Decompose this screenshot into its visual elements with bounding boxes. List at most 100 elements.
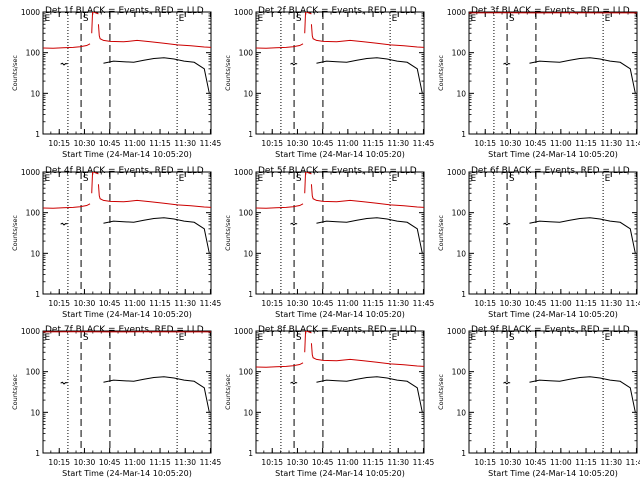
events-trace [103, 217, 210, 254]
panel-title: Det 4f BLACK = Events, RED = LLD [45, 166, 204, 176]
x-tick-label: 11:00 [337, 299, 359, 308]
x-tick-label: 11:15 [149, 458, 171, 467]
lld-trace [43, 203, 91, 209]
panel-title: Det 2f BLACK = Events, RED = LLD [258, 6, 417, 16]
x-tick-label: 11:45 [413, 299, 435, 308]
y-axis-label: Counts/sec [224, 55, 232, 91]
x-tick-label: 10:45 [525, 299, 547, 308]
marker-label: S [509, 333, 515, 343]
y-tick-label: 10 [456, 249, 466, 258]
y-tick-label: 1 [248, 290, 253, 299]
lld-trace [43, 43, 91, 49]
events-trace [503, 381, 511, 385]
marker-label: E [258, 174, 264, 184]
x-tick-label: 10:45 [99, 299, 121, 308]
x-tick-label: 10:45 [99, 458, 121, 467]
panel-title: Det 1f BLACK = Events, RED = LLD [45, 6, 204, 16]
x-tick-label: 10:45 [312, 299, 334, 308]
x-tick-label: 10:30 [500, 139, 522, 148]
traces [256, 172, 424, 254]
y-tick-label: 1000 [21, 168, 40, 177]
lld-trace [304, 331, 312, 353]
x-tick-label: 10:30 [500, 458, 522, 467]
y-axis-label: Counts/sec [224, 215, 232, 251]
events-trace [60, 381, 68, 385]
x-tick-label: 11:30 [387, 458, 409, 467]
x-tick-label: 11:45 [200, 458, 222, 467]
x-tick-label: 11:30 [387, 139, 409, 148]
y-tick-label: 10 [30, 249, 40, 258]
x-tick-label: 11:15 [362, 139, 384, 148]
marker-label: E [471, 14, 477, 24]
y-tick-label: 1 [248, 130, 253, 139]
x-tick-label: 11:15 [575, 139, 597, 148]
panel-1: Det 1f BLACK = Events, RED = LLD 1 10 100 10… [11, 6, 221, 159]
events-trace [316, 217, 423, 254]
y-tick-label: 1 [248, 449, 253, 458]
plot-frame [42, 11, 212, 135]
x-tick-label: 10:15 [474, 299, 496, 308]
events-trace [103, 376, 210, 413]
y-tick-label: 1000 [234, 327, 253, 336]
x-tick-label: 10:45 [312, 458, 334, 467]
x-axis-label: Start Time (24-Mar-14 10:05:20) [275, 310, 405, 319]
x-axis-label: Start Time (24-Mar-14 10:05:20) [488, 150, 618, 159]
y-tick-label: 1 [35, 290, 40, 299]
plot-frame [468, 171, 638, 295]
x-tick-label: 11:00 [124, 139, 146, 148]
y-axis-label: Counts/sec [437, 55, 445, 91]
marker-label: S [83, 14, 89, 24]
x-tick-label: 10:15 [261, 299, 283, 308]
y-tick-label: 10 [456, 89, 466, 98]
y-tick-label: 100 [26, 368, 41, 377]
x-tick-label: 11:15 [362, 299, 384, 308]
y-tick-label: 10 [30, 89, 40, 98]
panel-8: Det 8f BLACK = Events, RED = LLD 1 10 100 10… [224, 325, 434, 478]
x-tick-label: 10:15 [261, 139, 283, 148]
traces [43, 12, 211, 94]
marker-label: E [392, 174, 398, 184]
plot-frame [468, 11, 638, 135]
marker-label: E [179, 14, 185, 24]
x-tick-label: 11:00 [550, 458, 572, 467]
x-axis-label: Start Time (24-Mar-14 10:05:20) [488, 310, 618, 319]
x-axis-label: Start Time (24-Mar-14 10:05:20) [62, 310, 192, 319]
x-tick-label: 11:45 [200, 299, 222, 308]
panel-title: Det 6f BLACK = Events, RED = LLD [471, 166, 630, 176]
marker-label: S [83, 333, 89, 343]
x-tick-label: 11:30 [600, 458, 622, 467]
x-tick-label: 11:00 [337, 458, 359, 467]
y-tick-label: 10 [456, 408, 466, 417]
x-tick-label: 11:30 [387, 299, 409, 308]
y-tick-label: 1 [35, 449, 40, 458]
x-tick-label: 11:30 [600, 139, 622, 148]
events-trace [290, 222, 298, 226]
marker-label: S [296, 333, 302, 343]
y-axis-label: Counts/sec [11, 374, 19, 410]
lld-trace [256, 362, 304, 368]
events-trace [503, 62, 511, 66]
traces [469, 12, 637, 94]
y-tick-label: 1 [461, 290, 466, 299]
lld-trace [310, 343, 424, 367]
x-tick-label: 10:45 [525, 458, 547, 467]
x-tick-label: 10:30 [74, 458, 96, 467]
y-tick-label: 1000 [447, 327, 466, 336]
events-trace [503, 222, 511, 226]
x-tick-label: 11:45 [626, 458, 640, 467]
lld-trace [256, 203, 304, 209]
marker-label: E [179, 333, 185, 343]
y-tick-label: 100 [452, 49, 467, 58]
lld-trace [310, 24, 424, 48]
marker-label: S [296, 174, 302, 184]
lld-trace [97, 184, 211, 208]
y-tick-label: 100 [452, 209, 467, 218]
lld-trace [310, 184, 424, 208]
traces [256, 12, 424, 94]
panel-6: Det 6f BLACK = Events, RED = LLD 1 10 100 10… [437, 166, 640, 319]
y-tick-label: 1000 [21, 327, 40, 336]
marker-label: E [392, 333, 398, 343]
x-tick-label: 10:30 [287, 139, 309, 148]
traces [43, 331, 211, 413]
y-tick-label: 100 [239, 368, 254, 377]
